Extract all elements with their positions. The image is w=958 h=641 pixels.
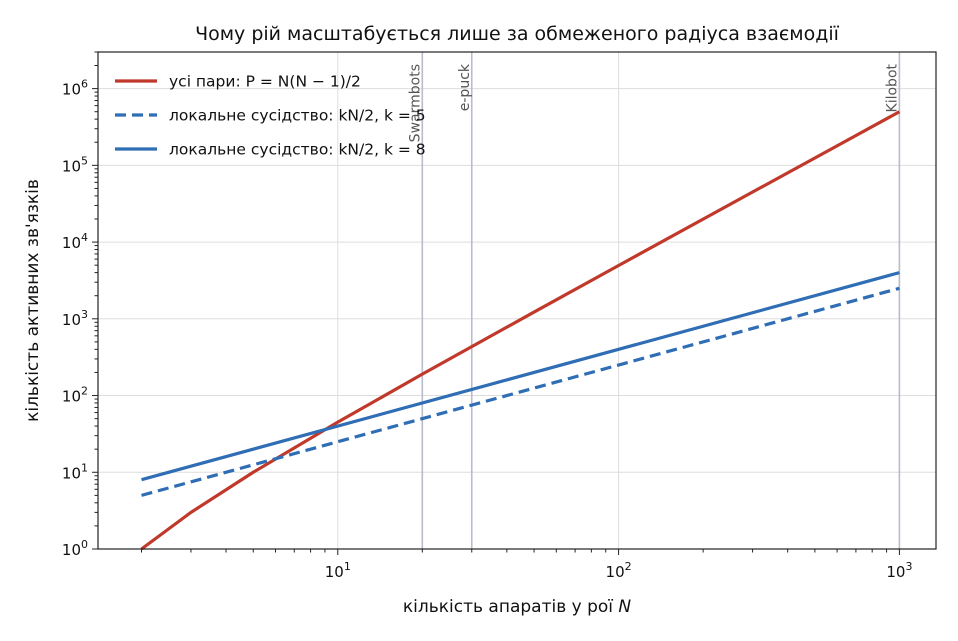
y-tick-label: 100 — [62, 538, 88, 559]
series-line — [140, 110, 901, 551]
y-tick-label: 103 — [62, 308, 88, 329]
grid — [98, 52, 936, 550]
x-tick-label: 101 — [325, 560, 351, 581]
legend-entry: локальне сусідство: kN/2, k = 8 — [169, 141, 426, 159]
x-axis-label: кількість апаратів у рої N — [403, 597, 632, 617]
plot-frame — [97, 51, 937, 550]
series-line — [141, 286, 900, 497]
legend: усі пари: P = N(N − 1)/2 локальне сусідст… — [115, 73, 426, 159]
legend-entry: усі пари: P = N(N − 1)/2 — [169, 73, 361, 91]
reference-label: Swarmbots — [407, 64, 423, 142]
series-lines — [140, 110, 901, 551]
x-tick-label: 103 — [886, 560, 912, 581]
legend-entry: локальне сусідство: kN/2, k = 5 — [169, 107, 426, 125]
y-tick-label: 102 — [62, 385, 88, 406]
y-tick-label: 106 — [62, 78, 88, 99]
x-tick-label: 102 — [606, 560, 632, 581]
reference-lines: Swarmbots e-puck Kilobot — [407, 52, 900, 549]
reference-label: e-puck — [457, 63, 473, 111]
y-axis-label: кількість активних зв'язків — [23, 179, 43, 422]
chart-title: Чому рій масштабується лише за обмеженог… — [195, 23, 840, 45]
reference-label: Kilobot — [884, 63, 900, 112]
series-line — [141, 271, 900, 482]
y-tick-label: 105 — [62, 154, 88, 175]
y-axis-ticks: 100 101 102 103 104 105 106 — [62, 51, 98, 559]
x-axis-ticks: 101 102 103 — [140, 549, 912, 581]
y-tick-label: 101 — [62, 461, 88, 482]
y-tick-label: 104 — [62, 231, 88, 252]
